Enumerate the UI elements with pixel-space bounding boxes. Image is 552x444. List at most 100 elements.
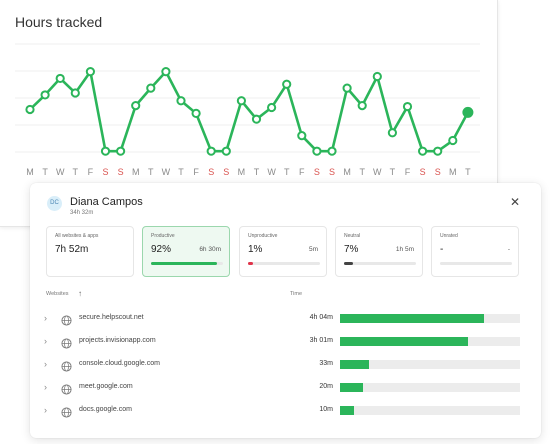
chevron-right-icon[interactable]: › bbox=[44, 359, 47, 369]
website-time: 4h 04m bbox=[309, 314, 333, 321]
user-activity-panel: DC Diana Campos 34h 32m ✕ All websites &… bbox=[30, 183, 541, 438]
data-point[interactable] bbox=[357, 100, 367, 111]
globe-icon bbox=[61, 382, 72, 400]
data-point[interactable] bbox=[297, 131, 307, 141]
time-bar-fill bbox=[340, 383, 364, 392]
day-tick-label: S bbox=[208, 167, 214, 177]
chevron-right-icon[interactable]: › bbox=[44, 382, 47, 392]
chart-title: Hours tracked bbox=[15, 14, 103, 30]
time-bar bbox=[340, 406, 520, 415]
website-name: secure.helpscout.net bbox=[79, 314, 144, 321]
stat-duration: 1h 5m bbox=[395, 246, 414, 253]
website-time: 10m bbox=[319, 406, 333, 413]
data-point[interactable] bbox=[267, 102, 277, 113]
chevron-right-icon[interactable]: › bbox=[44, 336, 47, 346]
stat-progress-bar bbox=[151, 262, 223, 265]
time-bar-fill bbox=[340, 314, 484, 323]
data-point[interactable] bbox=[176, 96, 186, 106]
data-point[interactable] bbox=[418, 146, 428, 156]
user-name: Diana Campos bbox=[70, 196, 143, 208]
data-point[interactable] bbox=[387, 128, 397, 138]
data-point[interactable] bbox=[25, 104, 35, 115]
data-point[interactable] bbox=[402, 101, 413, 112]
data-point[interactable] bbox=[462, 106, 474, 118]
data-point[interactable] bbox=[251, 114, 262, 124]
time-bar-fill bbox=[340, 337, 468, 346]
day-tick-label: T bbox=[73, 167, 79, 177]
stat-value: - bbox=[440, 244, 444, 255]
stat-value: 92% bbox=[151, 244, 172, 255]
data-point[interactable] bbox=[191, 108, 201, 118]
data-point[interactable] bbox=[236, 96, 246, 106]
stat-card-all-websites-apps[interactable]: All websites & apps 7h 52m bbox=[46, 226, 134, 277]
stat-progress-bar bbox=[248, 262, 320, 265]
data-point[interactable] bbox=[146, 83, 156, 93]
day-tick-label: T bbox=[465, 167, 471, 177]
data-point[interactable] bbox=[161, 67, 171, 77]
day-tick-label: S bbox=[223, 167, 229, 177]
data-point[interactable] bbox=[221, 146, 231, 156]
time-bar bbox=[340, 314, 520, 323]
data-point[interactable] bbox=[85, 67, 96, 77]
day-tick-label: T bbox=[390, 167, 396, 177]
day-tick-label: F bbox=[88, 167, 94, 177]
day-tick-label: M bbox=[343, 167, 351, 177]
data-point[interactable] bbox=[70, 88, 80, 98]
website-row[interactable]: › console.cloud.google.com 33m bbox=[42, 354, 530, 376]
time-bar bbox=[340, 383, 520, 392]
website-row[interactable]: › secure.helpscout.net 4h 04m bbox=[42, 308, 530, 330]
stat-progress-fill bbox=[248, 262, 254, 265]
chevron-right-icon[interactable]: › bbox=[44, 313, 47, 323]
sort-arrow-icon[interactable]: ↑ bbox=[78, 289, 82, 298]
data-point[interactable] bbox=[131, 100, 141, 111]
data-point[interactable] bbox=[55, 73, 65, 84]
stat-value: 7h 52m bbox=[55, 244, 89, 255]
time-bar-fill bbox=[340, 360, 369, 369]
website-time: 20m bbox=[319, 383, 333, 390]
day-tick-label: T bbox=[359, 167, 365, 177]
stat-label: Productive bbox=[151, 233, 175, 239]
data-point[interactable] bbox=[327, 146, 337, 156]
website-row[interactable]: › meet.google.com 20m bbox=[42, 377, 530, 399]
data-point[interactable] bbox=[433, 146, 443, 156]
day-tick-label: S bbox=[102, 167, 108, 177]
data-point[interactable] bbox=[282, 79, 292, 89]
website-row[interactable]: › docs.google.com 10m bbox=[42, 400, 530, 422]
day-tick-label: T bbox=[148, 167, 154, 177]
data-point[interactable] bbox=[100, 146, 111, 156]
website-name: meet.google.com bbox=[79, 383, 133, 390]
stat-card-productive[interactable]: Productive 92% 6h 30m bbox=[142, 226, 230, 277]
stat-duration: 6h 30m bbox=[199, 246, 221, 253]
data-point[interactable] bbox=[40, 90, 50, 100]
day-tick-label: W bbox=[267, 167, 276, 177]
day-tick-label: F bbox=[299, 167, 305, 177]
website-name: console.cloud.google.com bbox=[79, 360, 160, 367]
column-header-websites[interactable]: Websites bbox=[46, 291, 69, 297]
data-point[interactable] bbox=[342, 83, 352, 93]
day-tick-label: M bbox=[132, 167, 140, 177]
data-point[interactable] bbox=[448, 135, 458, 146]
day-tick-label: T bbox=[178, 167, 184, 177]
stat-progress-bar bbox=[440, 262, 512, 265]
data-point[interactable] bbox=[312, 146, 322, 156]
user-hours: 34h 32m bbox=[70, 210, 94, 216]
website-row[interactable]: › projects.invisionapp.com 3h 01m bbox=[42, 331, 530, 353]
avatar: DC bbox=[47, 196, 62, 211]
chevron-right-icon[interactable]: › bbox=[44, 405, 47, 415]
stat-label: All websites & apps bbox=[55, 233, 99, 239]
stat-card-unproductive[interactable]: Unproductive 1% 5m bbox=[239, 226, 327, 277]
day-tick-label: F bbox=[405, 167, 411, 177]
stat-card-neutral[interactable]: Neutral 7% 1h 5m bbox=[335, 226, 423, 277]
close-icon[interactable]: ✕ bbox=[509, 195, 521, 209]
data-point[interactable] bbox=[372, 71, 382, 82]
column-header-time[interactable]: Time bbox=[290, 291, 303, 297]
data-point[interactable] bbox=[116, 146, 126, 156]
day-tick-label: T bbox=[254, 167, 260, 177]
time-bar bbox=[340, 337, 520, 346]
time-bar bbox=[340, 360, 520, 369]
data-point[interactable] bbox=[206, 146, 216, 156]
stat-value: 7% bbox=[344, 244, 359, 255]
day-tick-label: S bbox=[435, 167, 441, 177]
stat-card-unrated[interactable]: Unrated - - bbox=[431, 226, 519, 277]
